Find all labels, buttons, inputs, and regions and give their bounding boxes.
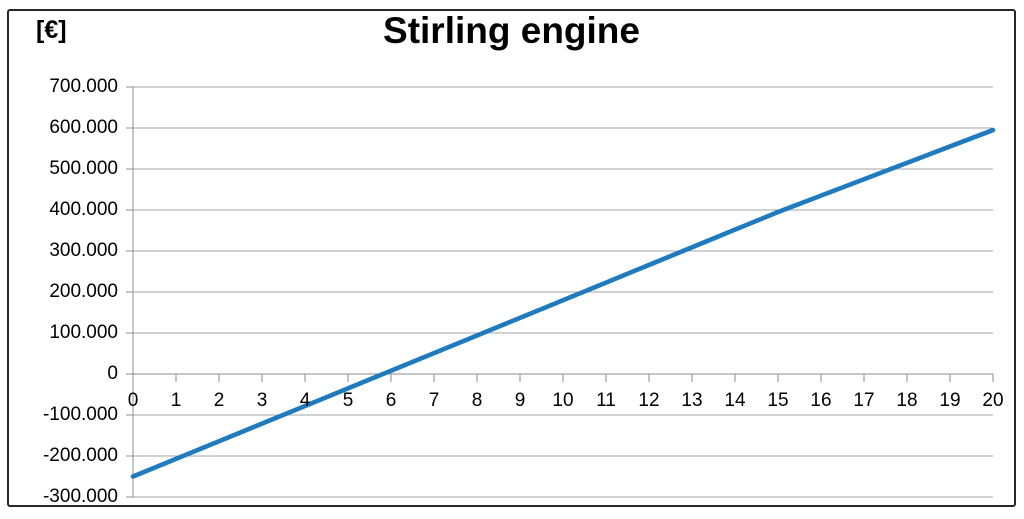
x-axis-tick-label: 18 [896,390,918,411]
x-axis-tick-label: 17 [853,390,875,411]
y-axis-tick-label: -300.000 [42,486,118,507]
x-axis-tick-label: 3 [256,390,268,411]
x-axis-tick-label: 8 [471,390,483,411]
x-axis-tick-label: 15 [767,390,789,411]
x-axis-tick-label: 10 [552,390,574,411]
x-axis-tick-label: 20 [982,390,1004,411]
x-axis-tick-label: 0 [127,390,139,411]
chart-title: Stirling engine [383,10,640,51]
y-axis-tick-label: 400.000 [49,199,118,220]
data-series-line [130,127,996,479]
y-axis-tick-label: 200.000 [49,281,118,302]
x-axis-tick-label: 11 [596,390,616,411]
x-axis-tick-label: 13 [681,390,703,411]
y-axis-tick-label: 600.000 [49,117,118,138]
x-axis-tick-label: 16 [810,390,832,411]
x-axis-tick-label: 9 [514,390,526,411]
y-axis-tick-label: 100.000 [49,322,118,343]
x-axis-tick-label: 2 [213,390,225,411]
chart-outer-border [7,9,1016,507]
y-axis-tick-label: 700.000 [49,76,118,97]
x-axis-tick-label: 1 [170,390,182,411]
x-axis-tick-label: 4 [299,390,311,411]
y-axis-tick-label: 300.000 [49,240,118,261]
y-axis-tick-label: 500.000 [49,158,118,179]
y-axis-tick-label: -200.000 [42,445,118,466]
y-axis-tick-label: -100.000 [42,404,118,425]
x-axis-tick-label: 5 [342,390,354,411]
y-axis-tick-label: 0 [107,363,118,384]
x-axis-tick-label: 6 [385,390,397,411]
x-axis-tick-label: 19 [939,390,961,411]
x-axis-tick-label: 7 [428,390,440,411]
x-axis-tick-label: 12 [638,390,660,411]
x-axis-tick-label: 14 [724,390,746,411]
y-axis-unit-label: [€] [36,16,67,44]
